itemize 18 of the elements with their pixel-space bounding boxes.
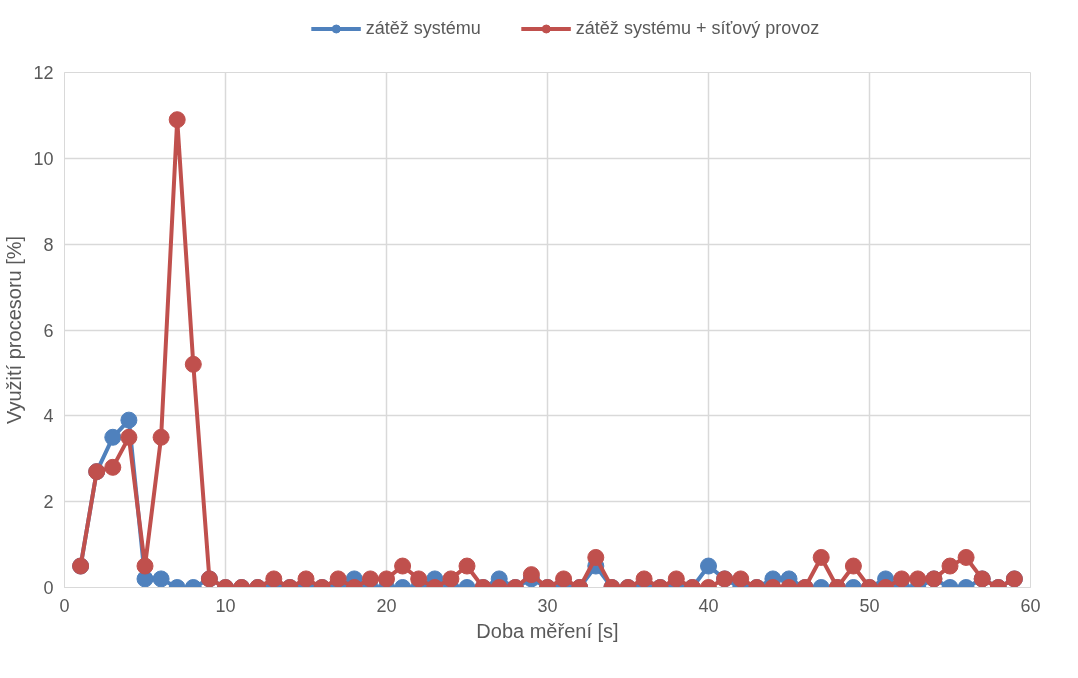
y-tick-label: 6 [43, 320, 54, 341]
y-tick-label: 2 [43, 492, 54, 513]
y-tick-label: 4 [43, 406, 54, 427]
y-tick-label: 0 [43, 578, 54, 598]
x-tick-label: 50 [859, 595, 880, 616]
x-axis-title: Doba měření [s] [476, 619, 619, 642]
y-tick-label: 10 [33, 148, 54, 169]
x-tick-label: 60 [1020, 595, 1041, 616]
x-tick-label: 0 [59, 595, 70, 616]
legend-label: zátěž systému + síťový provoz [575, 17, 820, 39]
y-axis-title: Využití procesoru [%] [3, 235, 26, 425]
legend-label: zátěž systému [365, 17, 481, 39]
y-tick-label: 12 [33, 63, 54, 83]
x-tick-label: 20 [376, 595, 397, 616]
x-tick-label: 40 [698, 595, 719, 616]
x-tick-label: 10 [215, 595, 236, 616]
x-tick-label: 30 [537, 595, 558, 616]
y-tick-label: 8 [43, 234, 54, 255]
